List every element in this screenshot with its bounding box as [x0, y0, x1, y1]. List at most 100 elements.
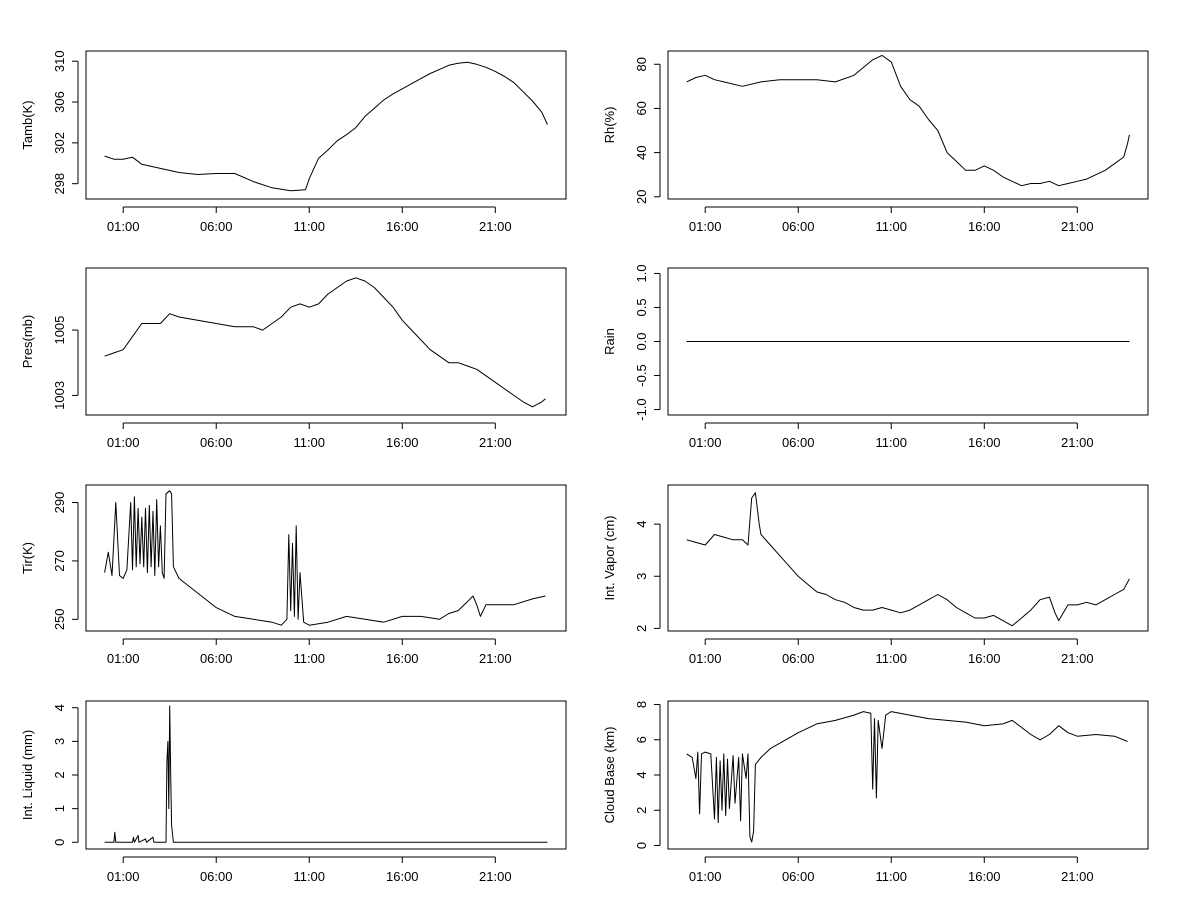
x-tick-label: 21:00 [1061, 869, 1094, 884]
x-tick-label: 16:00 [968, 869, 1001, 884]
series-line-tamb [104, 61, 548, 192]
y-tick-label: 270 [52, 550, 67, 572]
y-axis-title: Tamb(K) [20, 100, 35, 149]
x-tick-label: 01:00 [107, 651, 140, 666]
x-tick-label: 16:00 [968, 435, 1001, 450]
y-tick-label: 0.0 [634, 332, 649, 350]
y-tick-label: 40 [634, 145, 649, 159]
x-tick-label: 16:00 [386, 869, 419, 884]
x-tick-label: 06:00 [200, 869, 233, 884]
x-tick-label: 06:00 [200, 651, 233, 666]
x-tick-label: 16:00 [968, 651, 1001, 666]
y-tick-label: 1 [52, 805, 67, 812]
y-tick-label: 20 [634, 190, 649, 204]
x-tick-label: 01:00 [107, 219, 140, 234]
plot-frame [85, 50, 567, 200]
x-tick-label: 21:00 [1061, 435, 1094, 450]
y-tick-label: 3 [52, 738, 67, 745]
y-axis-title: Tir(K) [20, 542, 35, 574]
y-tick-label: 0.5 [634, 298, 649, 316]
y-axis-title: Rain [602, 328, 617, 355]
y-tick-label: 298 [52, 173, 67, 195]
x-tick-label: 21:00 [1061, 651, 1094, 666]
x-tick-label: 11:00 [293, 869, 325, 884]
x-tick-label: 16:00 [386, 435, 419, 450]
y-tick-label: 4 [52, 704, 67, 711]
y-tick-label: 250 [52, 608, 67, 630]
x-tick-label: 21:00 [479, 219, 512, 234]
y-axis-title: Rh(%) [602, 107, 617, 144]
y-tick-label: 0 [52, 839, 67, 846]
y-tick-label: 6 [634, 736, 649, 743]
y-tick-label: 2 [634, 807, 649, 814]
panel-liquid: 01:00 06:00 11:00 16:00 21:00 0 1 2 3 4 Int. Liqui… [20, 700, 567, 884]
y-tick-label: -0.5 [634, 364, 649, 386]
y-tick-label: 302 [52, 132, 67, 154]
series-line-pres [104, 277, 546, 408]
y-tick-label: 0 [634, 842, 649, 849]
y-axis-title: Int. Vapor (cm) [602, 515, 617, 600]
y-tick-label: 3 [634, 573, 649, 580]
x-tick-label: 16:00 [386, 651, 419, 666]
x-tick-label: 01:00 [689, 869, 722, 884]
series-line-tir [104, 490, 546, 626]
x-tick-label: 11:00 [293, 651, 325, 666]
panel-tir: 01:00 06:00 11:00 16:00 21:00 250 270 290 Tir(K) [20, 484, 567, 666]
y-tick-label: 1005 [52, 316, 67, 345]
x-tick-label: 21:00 [479, 435, 512, 450]
panel-rh: 01:00 06:00 11:00 16:00 21:00 20 40 60 80 Rh(%) [602, 50, 1149, 234]
plot-frame [85, 484, 567, 632]
x-tick-label: 01:00 [107, 435, 140, 450]
y-tick-label: 2 [52, 771, 67, 778]
series-line-rh [686, 54, 1130, 187]
x-tick-label: 21:00 [479, 651, 512, 666]
x-tick-label: 01:00 [107, 869, 140, 884]
y-tick-label: 2 [634, 625, 649, 632]
y-axis-title: Pres(mb) [20, 315, 35, 368]
x-tick-label: 06:00 [782, 435, 815, 450]
series-line-cloud [686, 711, 1128, 843]
y-tick-label: 1003 [52, 381, 67, 410]
y-axis-title: Int. Liquid (mm) [20, 730, 35, 820]
x-tick-label: 06:00 [200, 435, 233, 450]
y-tick-label: 8 [634, 701, 649, 708]
plot-frame [667, 484, 1149, 632]
x-tick-label: 11:00 [875, 219, 907, 234]
x-tick-label: 01:00 [689, 435, 722, 450]
y-tick-label: 306 [52, 91, 67, 113]
x-tick-label: 11:00 [875, 869, 907, 884]
y-tick-label: 1.0 [634, 264, 649, 282]
y-axis-title: Cloud Base (km) [602, 727, 617, 824]
x-tick-label: 16:00 [968, 219, 1001, 234]
plot-frame [85, 267, 567, 416]
x-tick-label: 06:00 [782, 219, 815, 234]
plot-frame [85, 700, 567, 850]
x-tick-label: 06:00 [782, 869, 815, 884]
panel-cloud: 01:00 06:00 11:00 16:00 21:00 0 2 4 6 8 Cloud Base… [602, 700, 1149, 884]
x-tick-label: 11:00 [875, 435, 907, 450]
series-line-liquid [104, 705, 548, 843]
y-tick-label: 60 [634, 101, 649, 115]
x-tick-label: 16:00 [386, 219, 419, 234]
y-tick-label: 290 [52, 492, 67, 514]
series-line-vapor [686, 492, 1130, 627]
y-tick-label: 4 [634, 520, 649, 527]
panel-pres: 01:00 06:00 11:00 16:00 21:00 1003 1005 Pres(mb… [20, 267, 567, 450]
y-tick-label: 4 [634, 771, 649, 778]
x-tick-label: 06:00 [200, 219, 233, 234]
panel-vapor: 01:00 06:00 11:00 16:00 21:00 2 3 4 Int. Vapor (… [602, 484, 1149, 666]
y-tick-label: 80 [634, 57, 649, 71]
x-tick-label: 11:00 [875, 651, 907, 666]
plot-frame [667, 267, 1149, 416]
x-tick-label: 21:00 [479, 869, 512, 884]
y-tick-label: -1.0 [634, 398, 649, 420]
x-tick-label: 21:00 [1061, 219, 1094, 234]
x-tick-label: 11:00 [293, 435, 325, 450]
plot-frame [667, 50, 1149, 200]
panel-rain: 01:00 06:00 11:00 16:00 21:00 -1.0 -0.5 0.0 0.5 1… [602, 264, 1149, 450]
x-tick-label: 01:00 [689, 219, 722, 234]
x-tick-label: 01:00 [689, 651, 722, 666]
panel-tamb: 01:00 06:00 11:00 16:00 21:00 298 302 306 310 Tam… [20, 50, 567, 234]
x-tick-label: 06:00 [782, 651, 815, 666]
